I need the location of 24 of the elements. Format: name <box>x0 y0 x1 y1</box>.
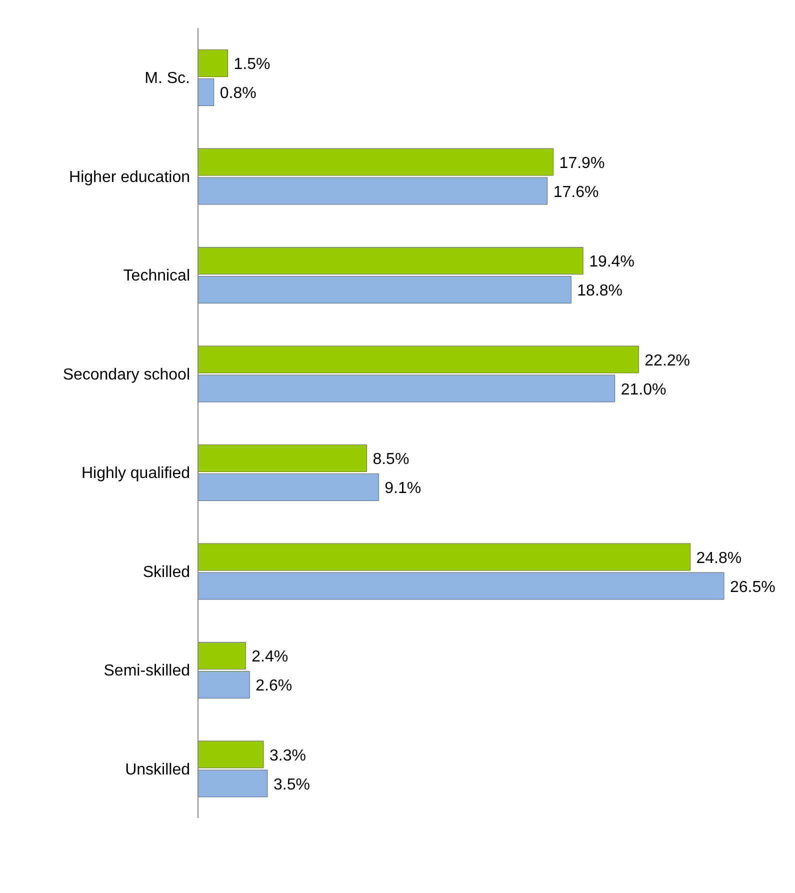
y-tick-label: Skilled <box>142 564 190 581</box>
y-tick-label: Highly qualified <box>81 465 190 482</box>
data-label: 3.3% <box>270 747 306 764</box>
data-label: 21.0% <box>620 381 666 398</box>
y-tick-label: Technical <box>123 268 190 285</box>
data-label: 17.6% <box>553 184 599 201</box>
y-tick-label: Semi-skilled <box>104 662 190 680</box>
data-label: 19.4% <box>589 254 634 271</box>
data-label: 26.5% <box>730 578 776 596</box>
y-tick-label: Secondary school <box>62 366 190 384</box>
data-label: 24.8% <box>696 550 742 567</box>
data-label: 0.8% <box>220 85 256 102</box>
y-tick-label: Higher education <box>69 168 190 186</box>
y-tick-label: Unskilled <box>125 761 190 778</box>
data-label: 2.6% <box>256 678 292 695</box>
data-label: 2.4% <box>252 648 288 666</box>
data-label: 3.5% <box>273 776 310 794</box>
y-tick-label: M. Sc. <box>144 70 190 88</box>
data-label: 9.1% <box>384 480 422 498</box>
data-label: 18.8% <box>577 282 623 300</box>
data-label: 17.9% <box>559 154 605 172</box>
data-label: 8.5% <box>372 451 410 468</box>
data-label: 22.2% <box>644 352 690 370</box>
data-label: 1.5% <box>234 56 270 74</box>
